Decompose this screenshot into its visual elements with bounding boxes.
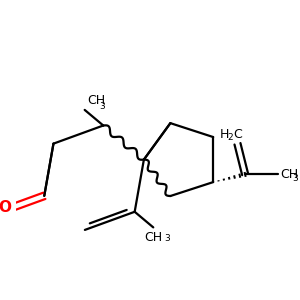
Text: H: H xyxy=(219,128,229,141)
Text: O: O xyxy=(0,200,11,215)
Text: 3: 3 xyxy=(165,234,170,243)
Text: CH: CH xyxy=(87,94,105,107)
Text: C: C xyxy=(234,128,242,141)
Text: CH: CH xyxy=(280,168,298,181)
Text: 3: 3 xyxy=(292,174,298,183)
Text: 3: 3 xyxy=(99,102,105,111)
Text: CH: CH xyxy=(144,231,162,244)
Text: 2: 2 xyxy=(228,133,233,142)
